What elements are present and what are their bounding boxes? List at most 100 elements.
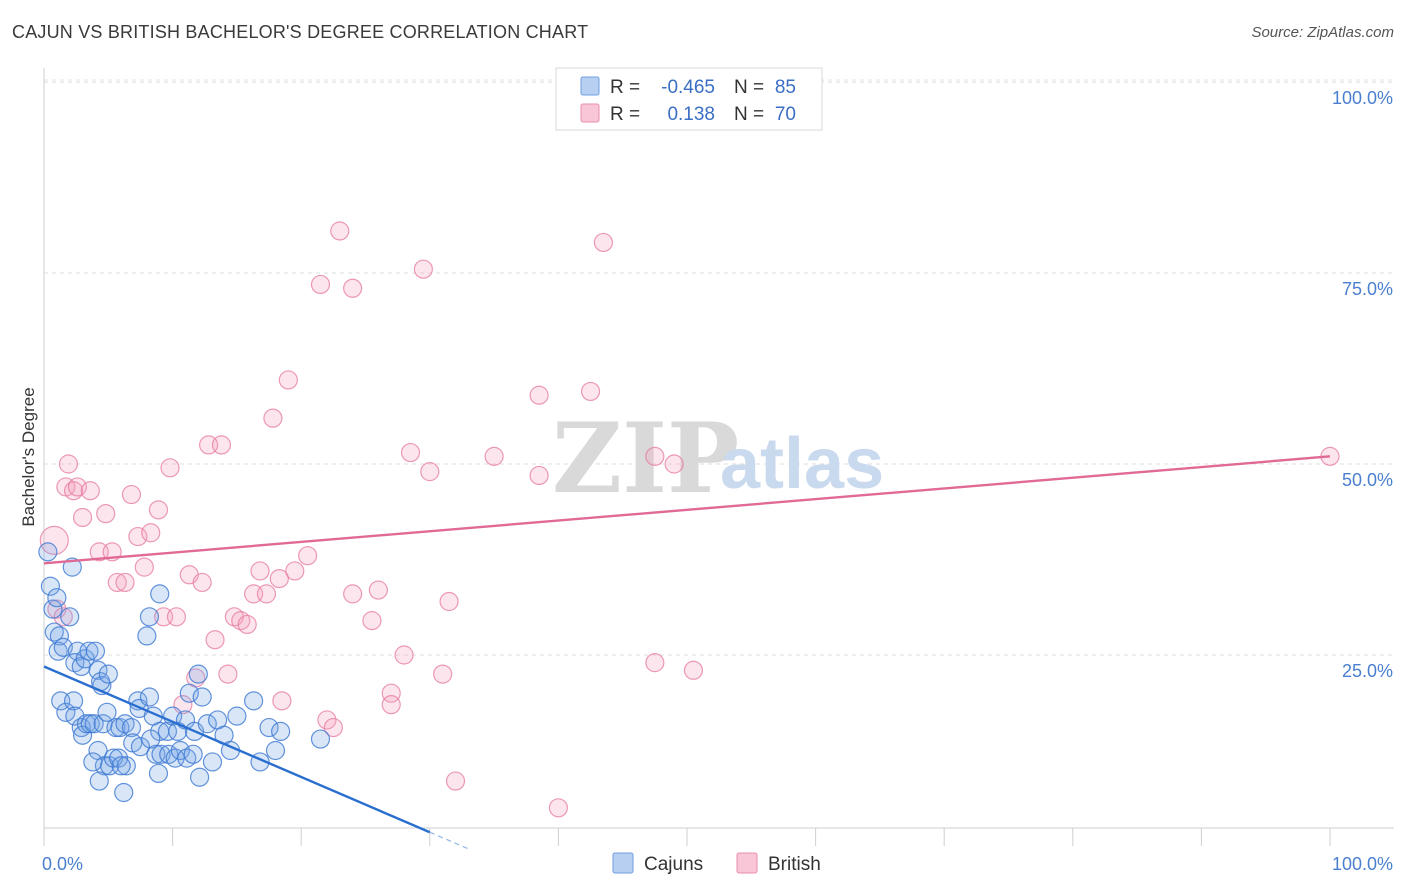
british-point: [323, 717, 343, 738]
x-tick-label-min: 0.0%: [42, 854, 83, 874]
british-point: [269, 568, 289, 589]
watermark-atlas: atlas: [720, 424, 884, 504]
cajun-point: [190, 767, 210, 787]
trend-lines: [43, 455, 1331, 850]
legend-n-value: 70: [775, 104, 796, 125]
british-point: [529, 385, 549, 405]
cajun-point: [89, 771, 109, 791]
cajun-point: [130, 737, 151, 757]
legend-bottom-swatch-british: [736, 852, 758, 874]
british-point: [278, 370, 298, 390]
british-point: [645, 446, 665, 466]
cajun-point: [97, 702, 117, 722]
cajun-point: [65, 706, 85, 726]
british-trend-line: [43, 455, 1331, 565]
cajun-point: [43, 599, 63, 619]
cajun-point: [150, 584, 170, 604]
cajun-point: [62, 557, 82, 577]
british-point: [368, 580, 388, 600]
british-point: [433, 664, 453, 684]
british-point: [39, 525, 69, 556]
legend-n-value: 85: [775, 77, 796, 98]
cajun-point: [139, 607, 160, 627]
british-point: [256, 584, 277, 604]
british-point: [63, 481, 84, 501]
cajun-point: [114, 782, 134, 803]
british-point: [310, 274, 331, 295]
british-point: [420, 462, 440, 482]
y-axis-title: Bachelor's Degree: [19, 387, 38, 526]
y-tick-label: 100.0%: [1332, 88, 1393, 108]
cajun-point: [310, 729, 331, 749]
legend-r-value: 0.138: [667, 104, 715, 125]
british-point: [439, 591, 459, 612]
british-point: [205, 630, 225, 650]
british-point: [128, 526, 148, 547]
british-point: [317, 710, 337, 730]
legend-bottom-label-cajuns: Cajuns: [644, 854, 703, 875]
british-point: [645, 653, 665, 673]
british-point: [548, 798, 569, 818]
cajun-point: [157, 721, 178, 742]
cajun-point: [121, 717, 142, 738]
legend-box: [555, 67, 823, 131]
british-point: [107, 572, 127, 593]
british-point: [664, 454, 684, 474]
cajun-point: [271, 721, 291, 742]
british-point: [362, 611, 382, 631]
british-point: [250, 561, 270, 581]
cajun-point: [202, 752, 223, 772]
british-point: [394, 645, 414, 665]
cajun-point: [48, 641, 68, 661]
british-point: [211, 435, 232, 455]
cajun-point: [151, 744, 171, 764]
british-point: [272, 691, 292, 711]
source-credit: Source: ZipAtlas.com: [1251, 24, 1394, 41]
cajun-point: [49, 626, 70, 646]
legend-r-label: R =: [610, 77, 640, 98]
cajun-trend-extension: [429, 831, 469, 850]
british-point: [218, 664, 238, 684]
british-point: [298, 546, 318, 566]
legend-n-label: N =: [734, 104, 764, 125]
british-point: [285, 561, 305, 581]
british-point: [67, 477, 88, 497]
cajun-point: [244, 691, 264, 711]
cajun-point: [40, 576, 61, 596]
legend-r-label: R =: [610, 104, 640, 125]
british-point: [413, 259, 433, 279]
legend-r-value: -0.465: [661, 77, 715, 98]
british-point: [141, 523, 161, 543]
cajun-point: [265, 740, 286, 761]
cajun-points: [38, 542, 331, 803]
cajun-point: [170, 740, 190, 761]
y-tick-labels: 100.0% 75.0% 50.0% 25.0%: [1332, 88, 1393, 681]
y-tick-label: 75.0%: [1342, 279, 1393, 299]
grid-lines: [44, 79, 1394, 656]
british-point: [134, 557, 154, 577]
cajun-point: [183, 744, 203, 764]
cajun-point: [85, 641, 106, 661]
cajun-point: [188, 664, 208, 684]
british-point: [580, 381, 601, 402]
british-point: [72, 507, 93, 528]
legend-bottom: Cajuns British: [612, 852, 821, 875]
cajun-point: [116, 756, 136, 776]
cajun-point: [197, 714, 217, 734]
cajun-point: [98, 664, 118, 684]
legend-top: R = -0.465 N = 85 R = 0.138 N = 70: [555, 67, 823, 131]
chart-title: CAJUN VS BRITISH BACHELOR'S DEGREE CORRE…: [12, 22, 589, 42]
cajun-point: [139, 687, 160, 707]
british-point: [192, 572, 212, 593]
british-point: [381, 683, 401, 703]
british-points: [39, 221, 1340, 818]
cajun-point: [44, 622, 64, 642]
cajun-point: [227, 706, 247, 726]
british-point: [381, 695, 401, 715]
british-point: [58, 454, 79, 474]
british-point: [237, 614, 257, 635]
cajun-point: [192, 687, 212, 707]
axes: [43, 68, 1394, 846]
british-point: [683, 660, 704, 680]
british-point: [96, 504, 116, 524]
